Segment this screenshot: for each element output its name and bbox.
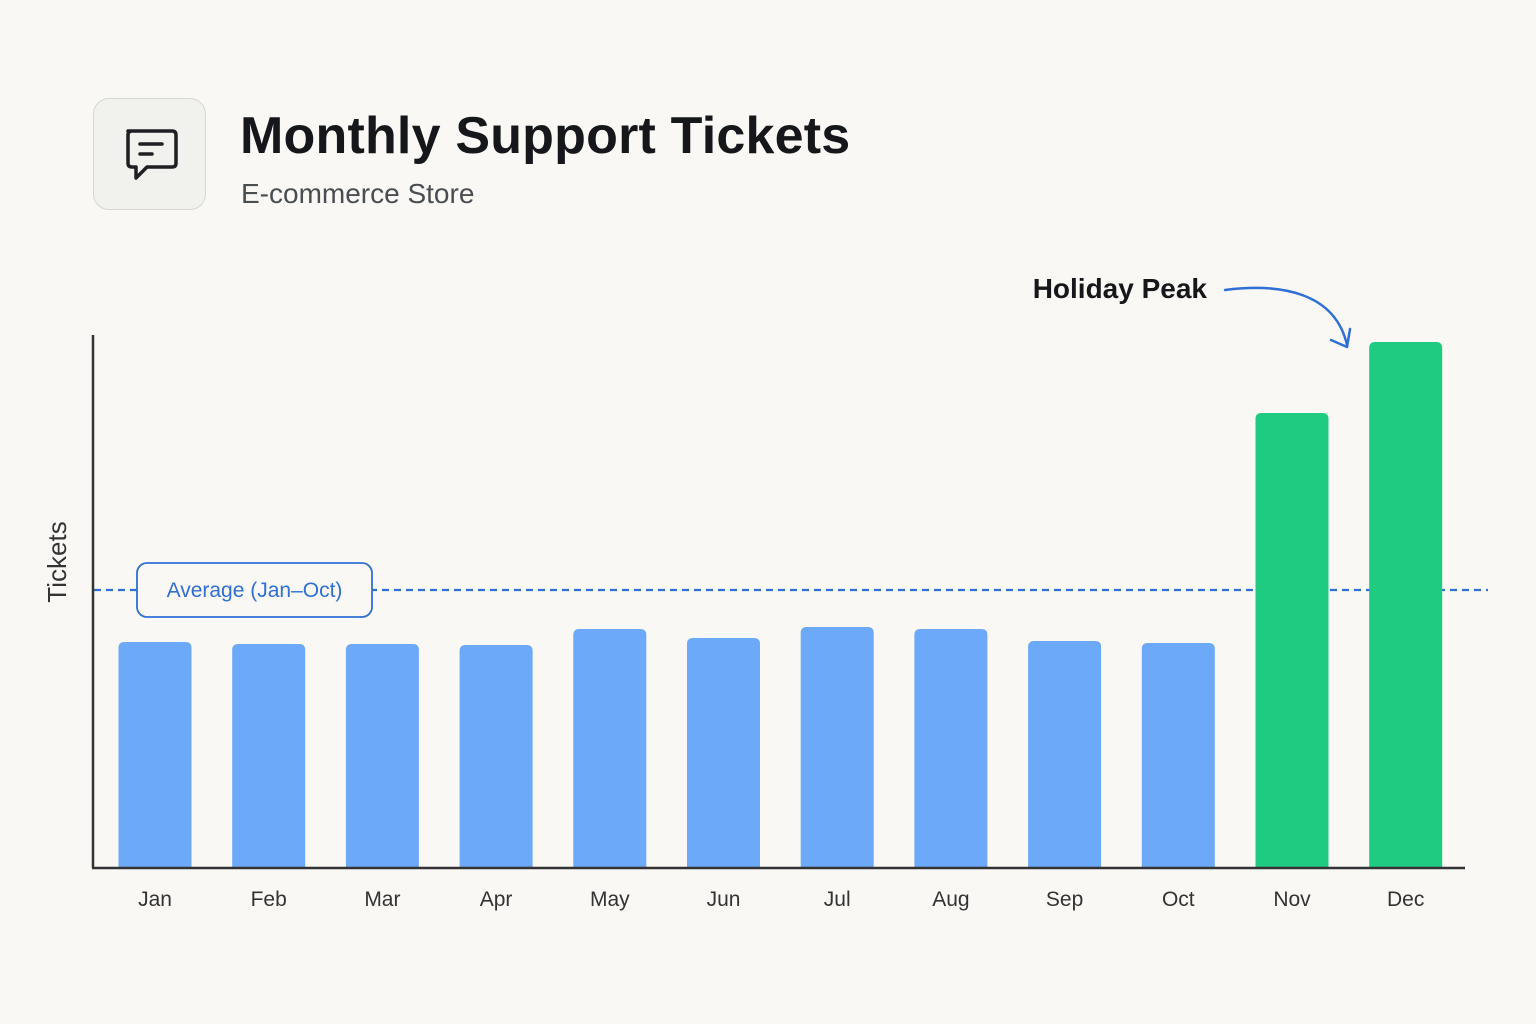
x-tick-label-apr: Apr (480, 888, 513, 911)
x-tick-label-dec: Dec (1387, 888, 1424, 911)
y-axis-label: Tickets (42, 521, 72, 602)
x-tick-label-aug: Aug (932, 888, 969, 911)
bar-dec (1369, 342, 1443, 867)
x-tick-labels: Jan Feb Mar Apr May Jun Jul Aug Sep Oct Nov Dec (138, 888, 1424, 911)
holiday-peak-annotation: Holiday Peak (1033, 273, 1208, 304)
x-tick-label-feb: Feb (251, 888, 287, 911)
bar-jan (118, 642, 192, 867)
bar-may (573, 629, 647, 867)
bar-jun (687, 638, 760, 867)
page-subtitle: E-commerce Store (241, 178, 475, 209)
x-tick-label-oct: Oct (1162, 888, 1195, 911)
average-label-text: Average (Jan–Oct) (167, 579, 343, 602)
bar-aug (914, 629, 988, 867)
bar-jul (800, 627, 874, 867)
bar-oct (1141, 643, 1215, 867)
holiday-peak-arrow (1223, 286, 1352, 349)
chat-bubble-icon (93, 98, 206, 210)
x-tick-label-mar: Mar (364, 888, 400, 911)
average-label: Average (Jan–Oct) (136, 562, 373, 618)
x-tick-label-may: May (590, 888, 630, 911)
x-tick-label-nov: Nov (1273, 888, 1311, 911)
bar-apr (459, 645, 533, 867)
x-tick-label-sep: Sep (1046, 888, 1083, 911)
x-tick-label-jan: Jan (138, 888, 172, 911)
x-tick-label-jun: Jun (707, 888, 741, 911)
bar-mar (345, 644, 419, 867)
page-title: Monthly Support Tickets (240, 107, 851, 165)
bar-feb (232, 644, 306, 867)
x-tick-label-jul: Jul (824, 888, 851, 911)
average-label-box (136, 562, 373, 618)
bars-group (118, 342, 1443, 867)
bar-nov (1255, 413, 1329, 867)
bar-sep (1028, 641, 1102, 867)
